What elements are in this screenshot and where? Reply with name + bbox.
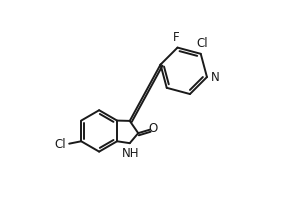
Text: Cl: Cl [54,138,66,151]
Text: O: O [148,123,158,136]
Text: NH: NH [122,147,140,160]
Text: F: F [173,31,180,44]
Text: Cl: Cl [196,37,208,50]
Text: N: N [211,71,220,84]
